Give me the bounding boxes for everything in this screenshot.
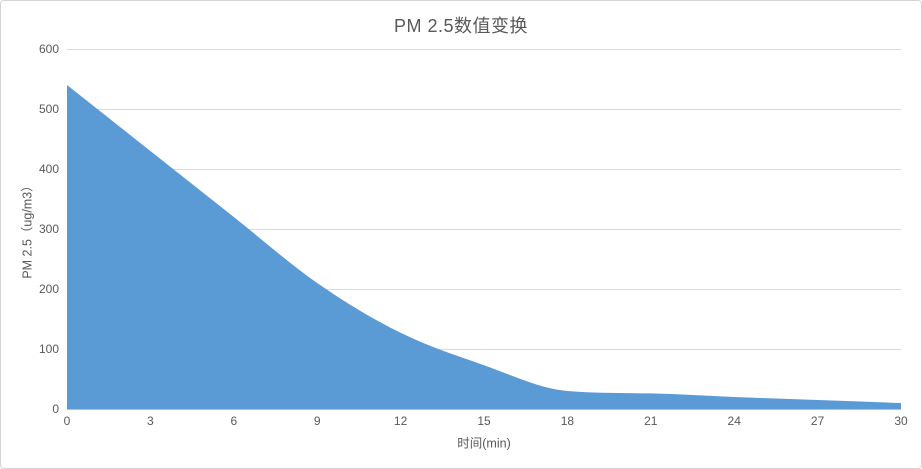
y-tick-label-400: 400 bbox=[39, 162, 59, 176]
x-axis-title: 时间(min) bbox=[457, 436, 511, 451]
x-tick-label-27: 27 bbox=[811, 414, 825, 428]
y-tick-label-500: 500 bbox=[39, 102, 59, 116]
y-axis-title: PM 2.5（ug/m3） bbox=[20, 179, 35, 279]
y-tick-label-600: 600 bbox=[39, 42, 59, 56]
y-tick-label-200: 200 bbox=[39, 282, 59, 296]
y-tick-label-300: 300 bbox=[39, 222, 59, 236]
x-tick-label-30: 30 bbox=[894, 414, 908, 428]
x-tick-label-24: 24 bbox=[728, 414, 742, 428]
x-tick-label-15: 15 bbox=[477, 414, 491, 428]
x-tick-label-0: 0 bbox=[64, 414, 71, 428]
x-tick-label-18: 18 bbox=[561, 414, 575, 428]
x-tick-label-21: 21 bbox=[644, 414, 658, 428]
x-tick-label-6: 6 bbox=[230, 414, 237, 428]
y-tick-label-0: 0 bbox=[52, 402, 59, 416]
x-tick-label-3: 3 bbox=[147, 414, 154, 428]
area-series bbox=[67, 85, 901, 409]
chart-title: PM 2.5数值变换 bbox=[393, 16, 529, 36]
y-tick-label-100: 100 bbox=[39, 342, 59, 356]
x-tick-label-9: 9 bbox=[314, 414, 321, 428]
x-tick-label-12: 12 bbox=[394, 414, 408, 428]
